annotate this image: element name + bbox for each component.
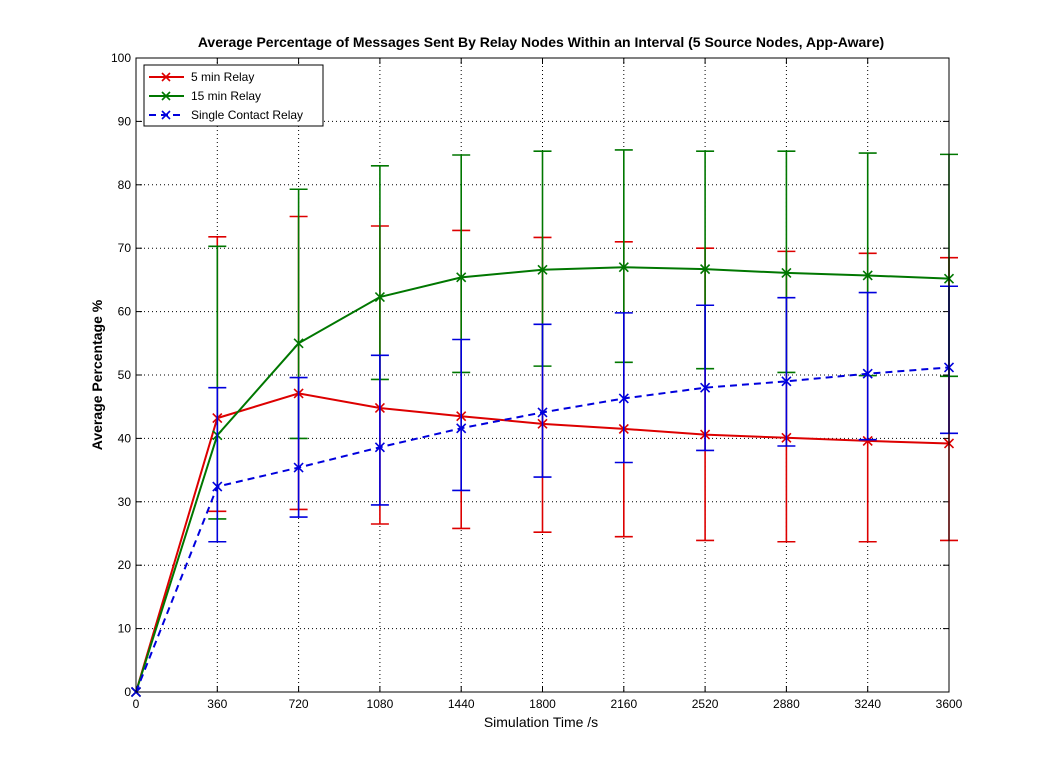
data-point-stroke <box>537 264 548 275</box>
axis-ticks: 0 360 720 1080 1440 1800 2160 2520 2880 3240 36000… <box>111 51 963 711</box>
data-point-stroke <box>537 407 548 418</box>
data-point <box>862 270 873 281</box>
data-point-stroke <box>456 423 467 434</box>
data-point <box>537 264 548 275</box>
x-tick-label: 360 <box>207 697 227 711</box>
y-tick-label: 90 <box>118 114 132 128</box>
x-tick-label: 3240 <box>854 697 881 711</box>
data-point-stroke <box>862 270 873 281</box>
data-point <box>862 435 873 447</box>
series-group <box>130 215 958 698</box>
data-point-stroke <box>781 376 792 387</box>
data-point <box>618 393 629 404</box>
data-point-stroke <box>212 481 223 492</box>
legend-swatch-marker <box>161 110 171 120</box>
data-point-stroke <box>293 338 304 349</box>
y-axis-label: Average Percentage % <box>89 299 105 450</box>
x-tick-label: 720 <box>289 697 309 711</box>
data-point <box>293 462 304 473</box>
legend-entry-label: Single Contact Relay <box>191 108 303 122</box>
data-point-stroke <box>862 435 873 447</box>
data-point <box>781 376 792 387</box>
data-point-stroke <box>862 368 873 379</box>
legend-swatch-marker <box>161 91 171 101</box>
data-point <box>374 442 385 453</box>
data-point <box>700 382 711 393</box>
data-point-stroke <box>618 393 629 404</box>
legend-swatch-marker <box>161 72 171 82</box>
series-group <box>130 285 958 698</box>
x-axis-label: Simulation Time /s <box>484 714 598 730</box>
y-tick-label: 40 <box>118 431 132 445</box>
x-tick-label: 2160 <box>610 697 637 711</box>
series-layer <box>130 149 958 698</box>
data-point <box>456 423 467 434</box>
legend-entry-label: 5 min Relay <box>191 70 254 84</box>
y-tick-label: 70 <box>118 241 132 255</box>
x-tick-label: 1080 <box>367 697 394 711</box>
x-tick-label: 3600 <box>936 697 963 711</box>
data-point <box>862 368 873 379</box>
data-point-stroke <box>781 267 792 278</box>
y-tick-label: 10 <box>118 622 132 636</box>
y-tick-label: 60 <box>118 305 132 319</box>
legend-entry-label: 15 min Relay <box>191 89 261 103</box>
data-point-stroke <box>618 262 629 273</box>
x-tick-label: 2880 <box>773 697 800 711</box>
chart-title: Average Percentage of Messages Sent By R… <box>198 34 884 50</box>
data-point-stroke <box>374 291 385 303</box>
data-point-stroke <box>374 442 385 453</box>
y-tick-label: 20 <box>118 558 132 572</box>
data-point <box>781 267 792 278</box>
y-tick-label: 80 <box>118 178 132 192</box>
data-point <box>537 407 548 418</box>
y-tick-label: 50 <box>118 368 132 382</box>
data-point <box>700 264 711 275</box>
x-tick-label: 1800 <box>529 697 556 711</box>
x-tick-label: 2520 <box>692 697 719 711</box>
plot-area-frame <box>135 57 950 693</box>
y-tick-label: 0 <box>124 685 131 699</box>
data-point <box>374 291 385 303</box>
x-tick-label: 1440 <box>448 697 475 711</box>
data-point <box>618 262 629 273</box>
x-tick-label: 0 <box>133 697 140 711</box>
data-point-stroke <box>700 382 711 393</box>
data-point <box>293 338 304 349</box>
legend: 5 min Relay 15 min Relay Single Contact Re… <box>143 64 324 127</box>
data-point <box>456 272 467 283</box>
data-point-stroke <box>700 264 711 275</box>
y-tick-label: 30 <box>118 495 132 509</box>
data-point-stroke <box>456 272 467 283</box>
y-tick-label: 100 <box>111 51 131 65</box>
data-point <box>212 481 223 492</box>
data-point-stroke <box>293 462 304 473</box>
